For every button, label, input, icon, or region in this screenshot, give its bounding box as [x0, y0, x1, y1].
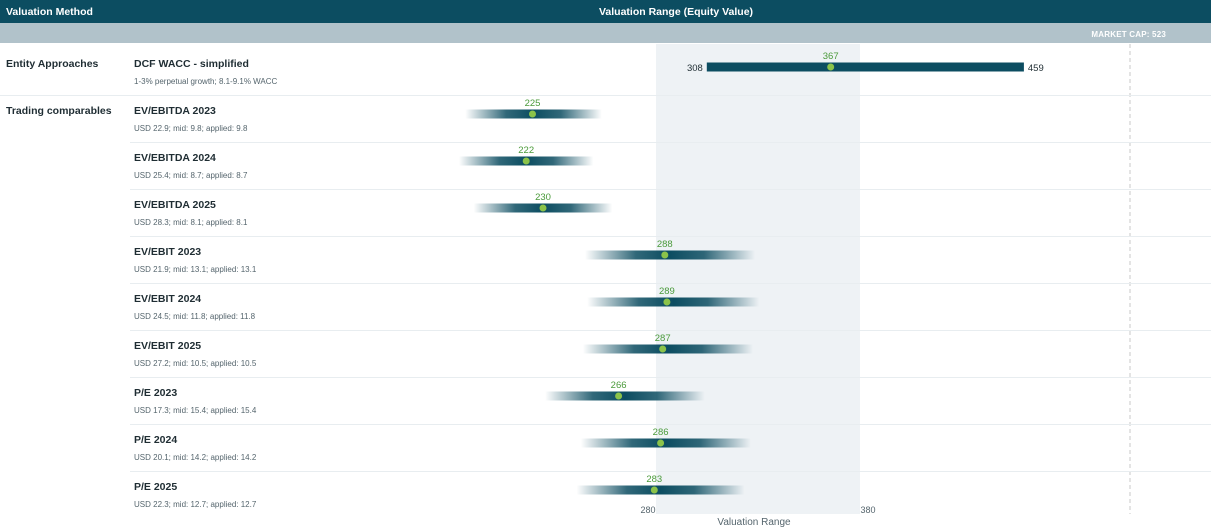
group-label: Trading comparables: [6, 105, 112, 117]
range-bar: [580, 438, 751, 448]
method-label: EV/EBIT 2024: [134, 293, 201, 305]
x-axis-title: Valuation Range: [717, 517, 791, 528]
highlight-band: [656, 44, 860, 514]
midpoint-marker: [650, 486, 658, 494]
method-label: EV/EBIT 2023: [134, 246, 201, 258]
midpoint-marker: [522, 157, 530, 165]
method-label: EV/EBITDA 2023: [134, 105, 216, 117]
midpoint-marker: [661, 251, 669, 259]
range-low-label: 308: [687, 63, 703, 74]
midpoint-label: 288: [657, 239, 673, 250]
method-detail: USD 22.9; mid: 9.8; applied: 9.8: [134, 124, 248, 133]
midpoint-label: 283: [646, 474, 662, 485]
method-label: EV/EBIT 2025: [134, 340, 201, 352]
range-bar: [545, 391, 705, 401]
midpoint-marker: [659, 345, 667, 353]
method-label: EV/EBITDA 2024: [134, 152, 216, 164]
range-bar: [585, 250, 756, 260]
midpoint-marker: [529, 110, 536, 118]
midpoint-marker: [539, 204, 547, 212]
method-label: DCF WACC - simplified: [134, 58, 249, 70]
group-label: Entity Approaches: [6, 58, 99, 70]
method-detail: USD 22.3; mid: 12.7; applied: 12.7: [134, 500, 257, 509]
range-bar: [706, 62, 1024, 72]
method-detail: USD 25.4; mid: 8.7; applied: 8.7: [134, 171, 248, 180]
method-detail: USD 17.3; mid: 15.4; applied: 15.4: [134, 406, 257, 415]
range-high-label: 459: [1028, 63, 1044, 74]
midpoint-label: 289: [659, 286, 675, 297]
valuation-method-header: Valuation Method: [6, 6, 93, 18]
method-detail: USD 28.3; mid: 8.1; applied: 8.1: [134, 218, 248, 227]
midpoint-label: 287: [655, 333, 671, 344]
midpoint-marker: [827, 63, 835, 71]
method-detail: USD 20.1; mid: 14.2; applied: 14.2: [134, 453, 257, 462]
method-detail: 1-3% perpetual growth; 8.1-9.1% WACC: [134, 77, 278, 86]
range-bar: [582, 344, 753, 354]
midpoint-label: 222: [518, 145, 534, 156]
x-tick-label: 380: [860, 505, 875, 515]
range-bar: [576, 485, 745, 495]
method-detail: USD 21.9; mid: 13.1; applied: 13.1: [134, 265, 257, 274]
midpoint-label: 286: [653, 427, 669, 438]
range-bar: [587, 297, 760, 307]
method-detail: USD 24.5; mid: 11.8; applied: 11.8: [134, 312, 256, 321]
midpoint-marker: [657, 439, 665, 447]
method-label: P/E 2023: [134, 387, 177, 399]
x-tick-label: 280: [640, 505, 655, 515]
method-label: P/E 2025: [134, 481, 177, 493]
midpoint-marker: [615, 392, 623, 400]
method-label: EV/EBITDA 2025: [134, 199, 216, 211]
midpoint-label: 266: [611, 380, 627, 391]
midpoint-label: 367: [823, 51, 839, 62]
valuation-range-header: Valuation Range (Equity Value): [599, 6, 754, 18]
market-cap-label: MARKET CAP: 523: [1091, 30, 1166, 39]
midpoint-label: 225: [525, 98, 541, 109]
market-cap-bar: MARKET CAP: 523: [0, 23, 1211, 43]
method-detail: USD 27.2; mid: 10.5; applied: 10.5: [134, 359, 257, 368]
midpoint-marker: [663, 298, 671, 306]
table-header: Valuation Method Valuation Range (Equity…: [0, 0, 1211, 23]
method-label: P/E 2024: [134, 434, 177, 446]
midpoint-label: 230: [535, 192, 551, 203]
